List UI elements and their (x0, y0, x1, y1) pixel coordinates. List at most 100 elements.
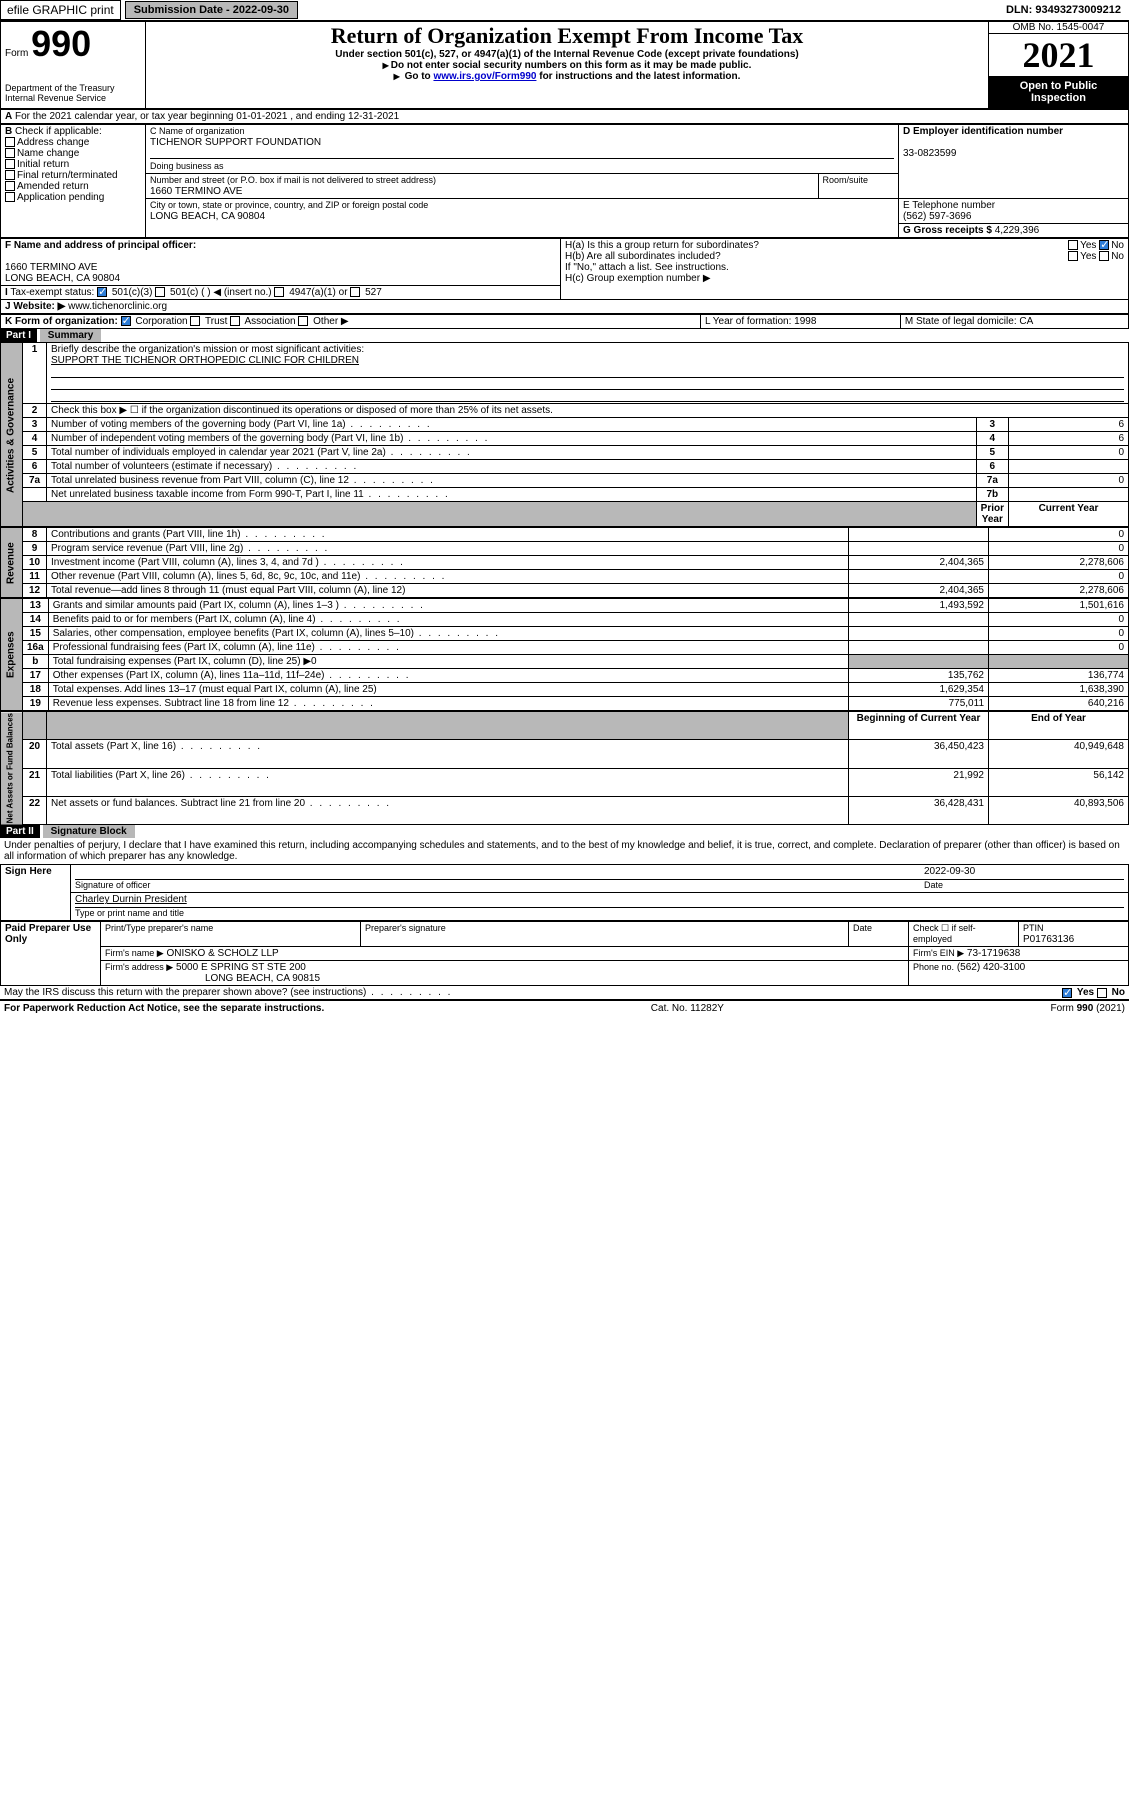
er1p (849, 613, 989, 627)
form-sub2: Do not enter social security numbers on … (150, 60, 984, 71)
gr2rn: 5 (976, 446, 1008, 460)
ptin-l: PTIN (1023, 923, 1044, 933)
sign-block: Sign Here Signature of officer 2022-09-3… (0, 864, 1129, 921)
officer-name-label: Type or print name and title (75, 908, 184, 918)
sig-date: 2022-09-30 (924, 866, 1124, 880)
er3t: Professional fundraising fees (Part IX, … (48, 641, 848, 655)
gr3t: Total number of volunteers (estimate if … (47, 460, 977, 474)
addr1-v: 5000 E SPRING ST STE 200 (176, 962, 306, 973)
rr0p (849, 528, 989, 542)
ha-yes-l: Yes (1080, 240, 1096, 251)
prep-label: Paid Preparer Use Only (1, 922, 101, 986)
ha-yes[interactable] (1068, 240, 1078, 250)
amended-check[interactable] (5, 181, 15, 191)
city-val: LONG BEACH, CA 90804 (150, 211, 265, 222)
er4p (849, 655, 989, 669)
gr0v: 6 (1009, 418, 1129, 432)
i-o1: 501(c)(3) (112, 287, 153, 298)
jurat: Under penalties of perjury, I declare th… (0, 838, 1129, 864)
street-label: Number and street (or P.O. box if mail i… (150, 175, 436, 185)
er1n: 14 (23, 613, 49, 627)
na2n: 22 (23, 797, 47, 825)
hb-yes[interactable] (1068, 251, 1078, 261)
ptin-v: P01763136 (1023, 934, 1074, 945)
rr1n: 9 (23, 542, 47, 556)
b-opt-4: Amended return (17, 181, 89, 192)
gr2n: 5 (23, 446, 47, 460)
initial-return-check[interactable] (5, 159, 15, 169)
i-label: Tax-exempt status: (10, 287, 94, 298)
ha-no[interactable] (1099, 240, 1109, 250)
k-trust[interactable] (190, 316, 200, 326)
line2: Check this box ▶ ☐ if the organization d… (47, 404, 1129, 418)
sub3-pre: Go to (405, 71, 434, 82)
na0t: Total assets (Part X, line 16) (47, 740, 849, 768)
may-yes-l: Yes (1077, 987, 1094, 998)
er0p: 1,493,592 (849, 599, 989, 613)
er0c: 1,501,616 (989, 599, 1129, 613)
hb-no[interactable] (1099, 251, 1109, 261)
b-opt-1: Name change (17, 148, 79, 159)
efile-label[interactable]: efile GRAPHIC print (0, 0, 121, 20)
addr-change-check[interactable] (5, 137, 15, 147)
street-val: 1660 TERMINO AVE (150, 186, 242, 197)
rr1c: 0 (989, 542, 1129, 556)
tax-year: 2021 (989, 33, 1128, 76)
er5c: 136,774 (989, 669, 1129, 683)
i-4947[interactable] (274, 287, 284, 297)
k-o1: Corporation (135, 316, 187, 327)
gr5t: Net unrelated business taxable income fr… (47, 488, 977, 502)
form-sub1: Under section 501(c), 527, or 4947(a)(1)… (150, 49, 984, 60)
org-name: TICHENOR SUPPORT FOUNDATION (150, 137, 321, 148)
er3n: 16a (23, 641, 49, 655)
part2-label: Part II (0, 825, 40, 838)
na-hb: Beginning of Current Year (849, 712, 989, 740)
footer-right: Form Form 990 (2021)990 (2021) (1051, 1003, 1125, 1014)
rr1t: Program service revenue (Part VIII, line… (47, 542, 849, 556)
final-return-check[interactable] (5, 170, 15, 180)
netassets-table: Net Assets or Fund Balances Beginning of… (0, 711, 1129, 825)
i-o3: 4947(a)(1) or (289, 287, 347, 298)
er2p (849, 627, 989, 641)
rr2t: Investment income (Part VIII, column (A)… (47, 556, 849, 570)
b-opt-0: Address change (17, 137, 89, 148)
website-val: www.tichenorclinic.org (68, 301, 167, 312)
rr3n: 11 (23, 570, 47, 584)
gr3n: 6 (23, 460, 47, 474)
gr1v: 6 (1009, 432, 1129, 446)
gr1n: 4 (23, 432, 47, 446)
line-a: A For the 2021 calendar year, or tax yea… (1, 110, 1129, 124)
addr2-v: LONG BEACH, CA 90815 (205, 973, 320, 984)
side-rev: Revenue (1, 528, 23, 598)
dept-treasury: Department of the Treasury (5, 83, 141, 93)
submission-date: Submission Date - 2022-09-30 (125, 1, 298, 19)
na0e: 40,949,648 (989, 740, 1129, 768)
l-year: L Year of formation: 1998 (701, 315, 901, 329)
gr0rn: 3 (976, 418, 1008, 432)
phone-val: (562) 597-3696 (903, 211, 971, 222)
revenue-table: Revenue 8Contributions and grants (Part … (0, 527, 1129, 598)
may-yes[interactable] (1062, 988, 1072, 998)
app-pending-check[interactable] (5, 192, 15, 202)
name-change-check[interactable] (5, 148, 15, 158)
j-label: Website: ▶ (13, 301, 65, 312)
gross-receipts: 4,229,396 (995, 225, 1040, 236)
er7n: 19 (23, 697, 49, 711)
i-527[interactable] (350, 287, 360, 297)
i-501c[interactable] (155, 287, 165, 297)
k-corp[interactable] (121, 316, 131, 326)
form990-link[interactable]: www.irs.gov/Form990 (433, 71, 536, 82)
k-assoc[interactable] (230, 316, 240, 326)
may-no[interactable] (1097, 988, 1107, 998)
b-opt-5: Application pending (17, 192, 104, 203)
er6p: 1,629,354 (849, 683, 989, 697)
firm-v: ONISKO & SCHOLZ LLP (166, 948, 278, 959)
phone-v: (562) 420-3100 (957, 962, 1025, 973)
part1-label: Part I (0, 329, 37, 342)
open-public: Open to Public Inspection (989, 76, 1128, 108)
ein-v: 73-1719638 (967, 948, 1020, 959)
dba-label: Doing business as (150, 161, 224, 171)
k-other[interactable] (298, 316, 308, 326)
gr1rn: 4 (976, 432, 1008, 446)
i-501c3[interactable] (97, 287, 107, 297)
